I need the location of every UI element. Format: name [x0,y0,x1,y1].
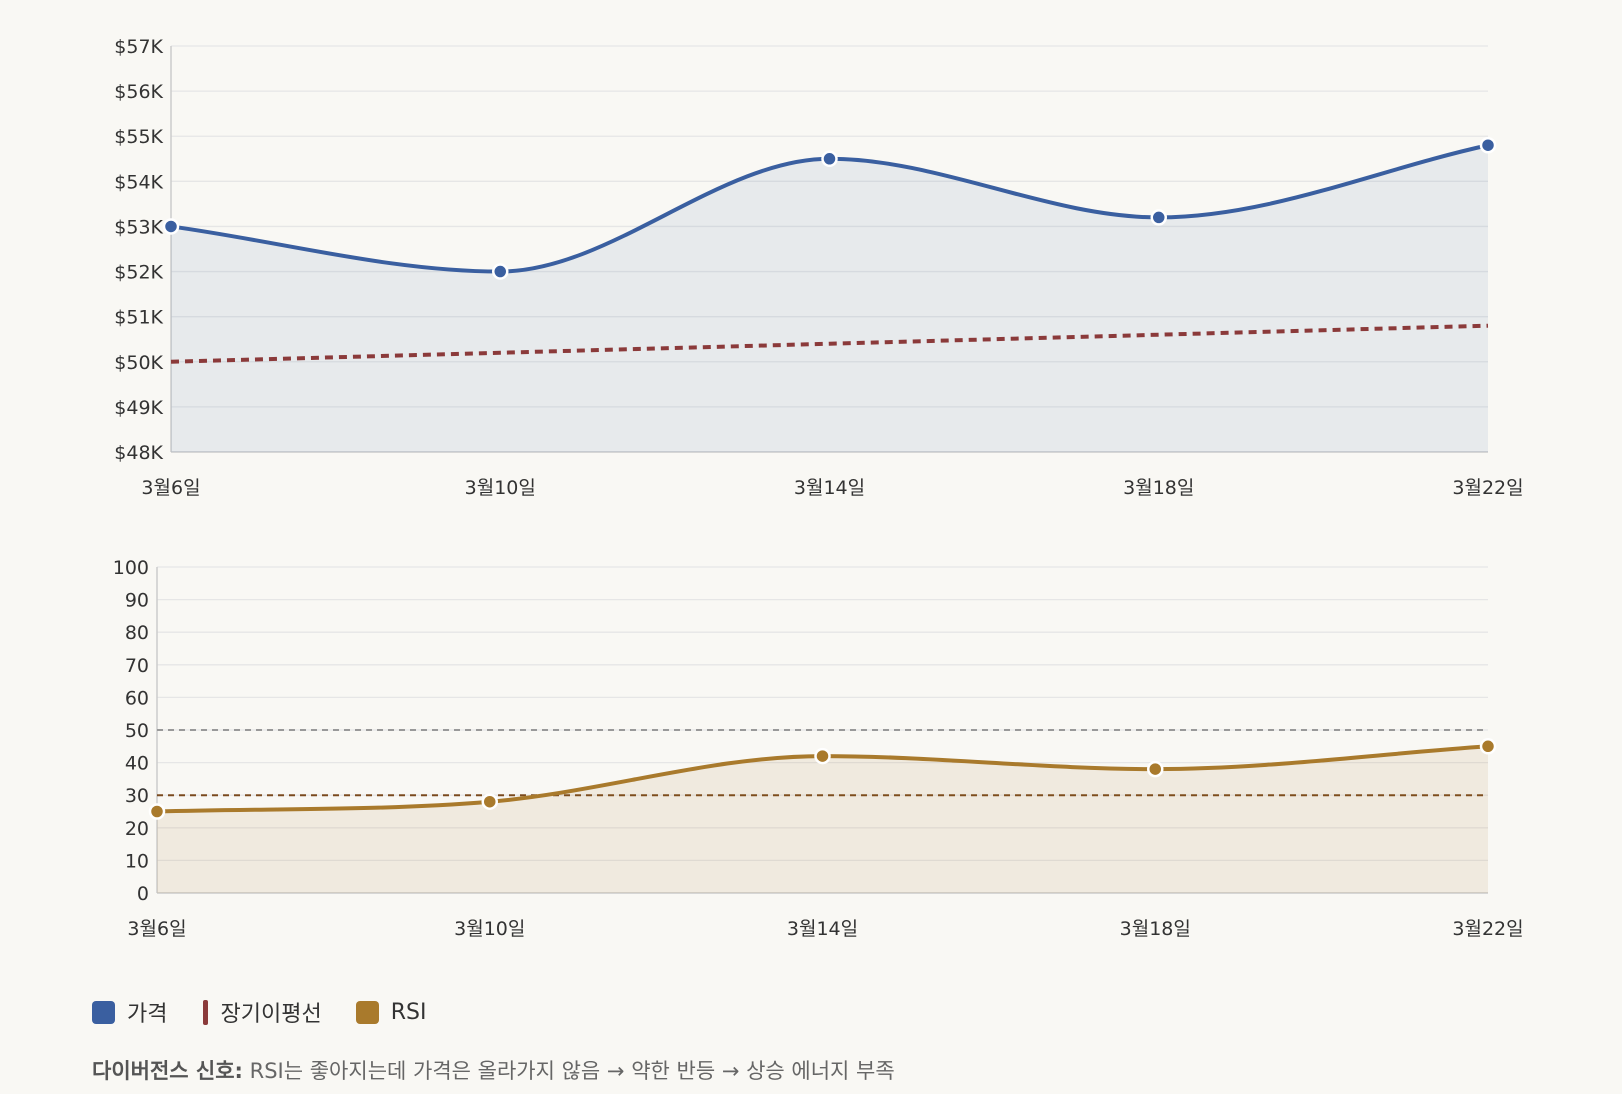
x-tick-label: 3월18일 [1123,477,1194,499]
legend-swatch-ma [203,999,209,1025]
x-tick-label: 3월14일 [787,918,858,940]
y-tick-label: 60 [125,687,149,709]
data-point-price [162,218,180,235]
data-point-price [1150,209,1167,226]
x-tick-label: 3월14일 [794,477,865,499]
legend-item-ma[interactable]: 장기이평선 [201,996,322,1028]
x-tick-label: 3월22일 [1452,477,1523,499]
series-area-price [171,145,1488,452]
y-tick-label: $55K [114,126,163,148]
legend-swatch-rsi [355,1000,379,1024]
y-tick-label: 20 [125,818,149,840]
x-tick-label: 3월10일 [465,477,536,499]
y-tick-label: $49K [114,397,163,419]
y-tick-label: $57K [114,36,163,58]
y-tick-label: 70 [125,655,149,677]
y-tick-label: $50K [114,352,163,374]
legend-item-rsi[interactable]: RSI [355,999,427,1025]
data-point-rsi [148,803,166,820]
series-line-ma [170,323,1489,364]
legend-label-price: 가격 [127,1002,168,1027]
data-point-rsi [814,747,831,765]
y-tick-label: $54K [114,171,163,193]
data-point-rsi [1147,760,1164,778]
legend: 가격 장기이평선 RSI [92,996,460,1028]
y-tick-label: 80 [125,622,149,644]
y-tick-label: 40 [125,753,149,775]
y-tick-label: $52K [114,262,163,284]
y-tick-label: 90 [125,590,149,612]
data-point-price [492,263,509,280]
x-tick-label: 3월18일 [1120,918,1191,940]
series-area-rsi [157,746,1488,893]
x-tick-label: 3월6일 [141,477,200,499]
divergence-note: 다이버전스 신호: RSI는 좋아지는데 가격은 올라가지 않음 → 약한 반등… [92,1055,895,1085]
y-tick-label: 100 [113,557,149,579]
note-text: RSI는 좋아지는데 가격은 올라가지 않음 → 약한 반등 → 상승 에너지 … [242,1059,895,1083]
legend-swatch-price [92,1000,115,1024]
y-tick-label: $48K [114,442,163,464]
chart-rsi: 0 10 20 30 40 50 60 70 80 90 100 3월6일 3월10일 3월14일 3월18… [113,557,1524,940]
x-tick-label: 3월10일 [454,918,525,940]
chart-price: $48K $49K $50K $51K $52K $53K $54K $55K $56K $57K… [114,36,1523,499]
data-point-rsi [1479,738,1497,755]
x-tick-label: 3월6일 [127,918,186,940]
legend-item-price[interactable]: 가격 [92,996,167,1028]
y-tick-label: 30 [125,785,149,807]
y-tick-label: $51K [114,307,163,329]
x-tick-label: 3월22일 [1452,918,1523,940]
data-point-price [821,150,838,168]
y-tick-label: $53K [114,216,163,238]
y-tick-label: 50 [125,720,149,742]
data-point-rsi [481,793,498,810]
y-tick-label: 10 [125,850,149,872]
legend-label-rsi: RSI [390,999,427,1025]
note-label: 다이버전스 신호: [92,1059,243,1083]
y-tick-label: 0 [137,883,149,905]
data-point-price [1479,136,1497,154]
y-tick-label: $56K [114,81,163,103]
legend-label-ma: 장기이평선 [220,1002,322,1027]
